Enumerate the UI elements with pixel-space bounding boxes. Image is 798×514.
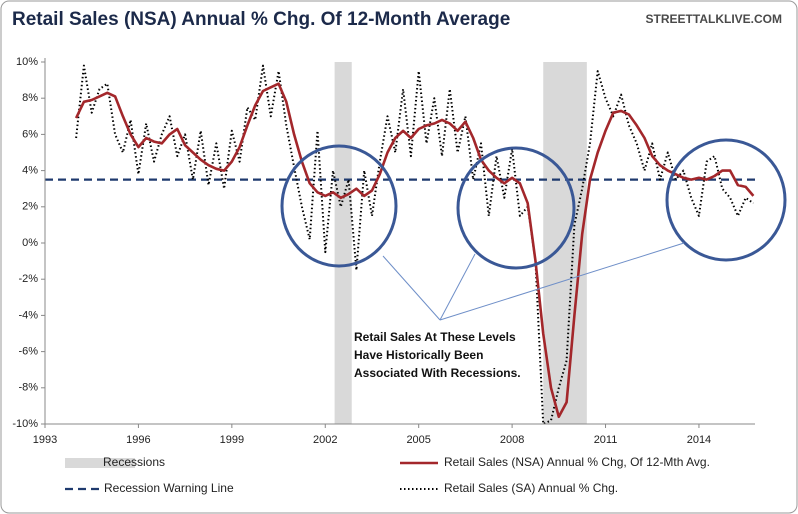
arrow (439, 242, 685, 321)
x-tick-label: 2011 (594, 434, 618, 446)
recession-band (334, 62, 352, 424)
arrow (382, 255, 441, 321)
x-tick-label: 1999 (220, 434, 244, 446)
annotation: Retail Sales At These Levels (354, 330, 516, 344)
y-tick-label: 10% (16, 56, 38, 68)
circle (665, 138, 787, 262)
legend-label: Retail Sales (SA) Annual % Chg. (444, 481, 618, 495)
x-tick-label: 2014 (687, 434, 711, 446)
y-tick-label: -8% (18, 382, 38, 394)
y-tick-label: 6% (22, 128, 38, 140)
y-tick-label: 2% (22, 201, 38, 213)
legend-swatch (65, 458, 135, 468)
recession-band (543, 62, 587, 424)
legend: Recessions Recession Warning Line Retail S… (65, 455, 710, 495)
arrows (382, 242, 685, 321)
x-tick-label: 2008 (500, 434, 524, 446)
arrow (439, 253, 476, 321)
annotation: Have Historically Been (354, 348, 483, 362)
y-tick-label: -10% (12, 418, 38, 430)
legend-label: Recessions (103, 455, 165, 469)
legend-label: Recession Warning Line (104, 481, 234, 495)
x-tick-label: 1993 (33, 434, 57, 446)
x-tick-label: 2002 (313, 434, 337, 446)
x-tick-label: 2005 (406, 434, 430, 446)
series-line (74, 82, 755, 419)
y-tick-label: -4% (18, 309, 38, 321)
circles (280, 138, 787, 270)
plot (45, 64, 755, 425)
chart-title: Retail Sales (NSA) Annual % Chg. Of 12-M… (12, 9, 510, 30)
y-tick-label: 4% (22, 165, 38, 177)
y-tick-label: 0% (22, 237, 38, 249)
legend-label: Retail Sales (NSA) Annual % Chg, Of 12-M… (444, 455, 710, 469)
y-tick-label: -2% (18, 273, 38, 285)
y-tick-label: -6% (18, 346, 38, 358)
recession-bands (334, 62, 587, 424)
source: STREETTALKLIVE.COM (646, 12, 782, 26)
x-tick-label: 1996 (126, 434, 150, 446)
circle (456, 146, 576, 270)
circle (280, 144, 398, 268)
y-tick-label: 8% (22, 92, 38, 104)
annotation: Associated With Recessions. (354, 366, 521, 380)
